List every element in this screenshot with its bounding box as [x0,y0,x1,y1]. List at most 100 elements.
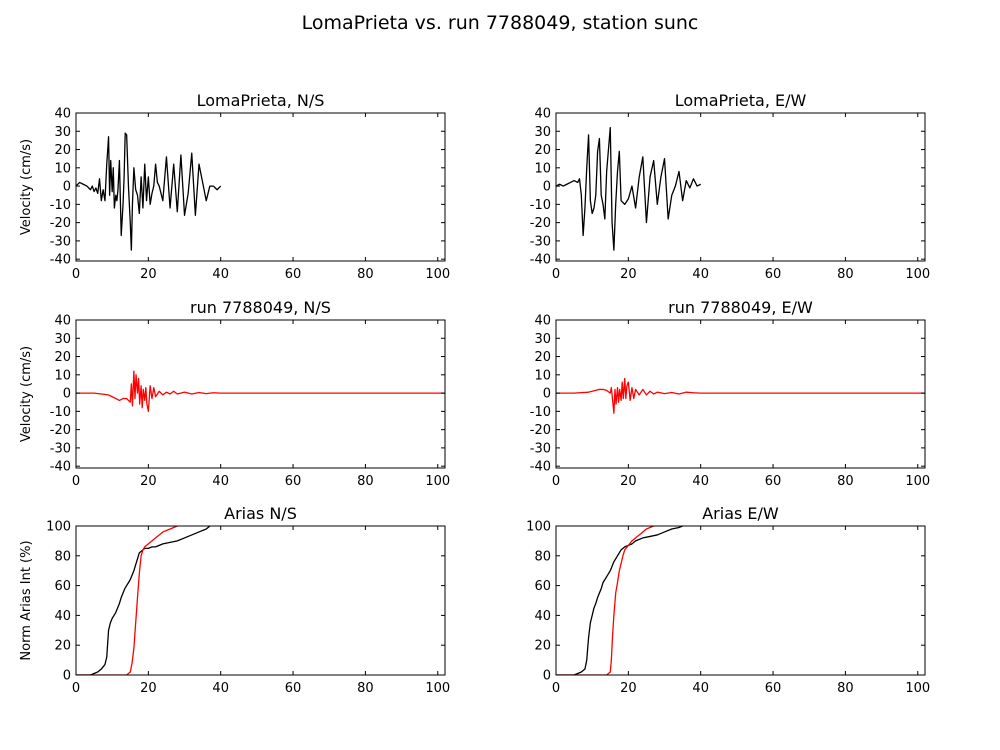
x-tick-label: 100 [425,267,450,282]
y-tick-label: -40 [50,253,71,268]
x-tick-label: 60 [285,681,302,696]
y-tick-label: 30 [54,332,71,347]
x-tick-label: 60 [765,267,782,282]
y-tick-label: 20 [54,143,71,158]
x-tick-label: 100 [425,681,450,696]
x-tick-label: 100 [905,474,930,489]
y-tick-label: 30 [534,332,551,347]
y-tick-label: -40 [530,253,551,268]
x-tick-label: 80 [837,267,854,282]
axes-frame [555,319,926,469]
y-tick-label: 0 [63,387,71,402]
y-tick-label: 10 [54,368,71,383]
y-tick-label: 0 [543,669,551,684]
y-tick-label: 80 [534,549,551,564]
y-tick-label: 40 [534,107,551,122]
y-tick-label: 40 [54,609,71,624]
x-tick-label: 100 [905,681,930,696]
y-tick-label: -10 [50,405,71,420]
subplot-5: 0 20 40 60 80 100 0 20 40 60 80 100 Arias N/S Norm Ar… [19,504,450,696]
y-tick-label: -10 [50,198,71,213]
subplot-title: Arias N/S [224,504,297,523]
y-tick-label: 60 [534,579,551,594]
y-tick-label: 40 [54,107,71,122]
y-tick-label: 10 [534,161,551,176]
y-tick-label: 40 [534,314,551,329]
y-tick-label: -40 [50,460,71,475]
x-tick-label: 20 [620,681,637,696]
axes-frame [555,525,926,676]
x-tick-label: 80 [357,267,374,282]
series-line-2 [556,526,654,675]
axes-frame [75,525,446,676]
x-tick-label: 80 [357,681,374,696]
x-tick-label: 60 [765,474,782,489]
axes-frame [555,112,926,262]
subplot-2: 0 20 40 60 80 100 -40 -30 -20 -10 0 10 20 30 40 LomaPri… [530,91,930,282]
y-tick-label: -10 [530,198,551,213]
series-line-1 [76,526,211,675]
y-axis-label: Velocity (cm/s) [19,346,34,442]
y-tick-label: 20 [534,143,551,158]
x-tick-label: 20 [620,267,637,282]
x-tick-label: 80 [837,681,854,696]
y-tick-label: 80 [54,549,71,564]
y-tick-label: -20 [530,216,551,231]
y-axis-label: Norm Arias Int (%) [19,540,34,660]
subplot-title: LomaPrieta, E/W [675,91,807,110]
subplot-6: 0 20 40 60 80 100 0 20 40 60 80 100 Arias E/W [526,504,930,696]
y-tick-label: 0 [63,669,71,684]
subplot-4: 0 20 40 60 80 100 -40 -30 -20 -10 0 10 20 30 40 run 778… [530,298,930,489]
x-tick-label: 60 [285,267,302,282]
x-tick-label: 40 [692,267,709,282]
y-tick-label: 20 [54,350,71,365]
series-line-1 [76,370,445,413]
x-tick-label: 0 [72,474,80,489]
x-tick-label: 0 [552,267,560,282]
x-tick-label: 40 [212,681,229,696]
y-tick-label: 100 [46,520,71,535]
y-tick-label: 20 [534,639,551,654]
y-tick-label: -30 [50,441,71,456]
y-axis-label: Velocity (cm/s) [19,139,34,235]
x-tick-label: 0 [552,474,560,489]
y-tick-label: 100 [526,520,551,535]
y-tick-label: 0 [63,180,71,195]
series-line-2 [76,526,178,675]
y-tick-label: 0 [543,387,551,402]
series-line-1 [556,377,925,414]
x-tick-label: 80 [837,474,854,489]
x-tick-label: 20 [140,267,157,282]
x-tick-label: 0 [72,267,80,282]
x-tick-label: 100 [425,474,450,489]
y-tick-label: -20 [50,423,71,438]
x-tick-label: 20 [620,474,637,489]
x-tick-label: 40 [212,474,229,489]
subplot-title: run 7788049, N/S [190,298,331,317]
subplot-1: 0 20 40 60 80 100 -40 -30 -20 -10 0 10 20 30 40 LomaPri… [19,91,450,282]
y-tick-label: 40 [54,314,71,329]
x-tick-label: 40 [692,474,709,489]
x-tick-label: 100 [905,267,930,282]
subplot-title: run 7788049, E/W [668,298,813,317]
y-tick-label: 20 [54,639,71,654]
x-tick-label: 40 [212,267,229,282]
y-tick-label: -20 [530,423,551,438]
y-tick-label: -40 [530,460,551,475]
y-tick-label: 0 [543,180,551,195]
y-tick-label: -20 [50,216,71,231]
x-tick-label: 60 [285,474,302,489]
y-tick-label: 40 [534,609,551,624]
series-line-1 [76,132,222,251]
series-line-1 [556,526,683,675]
axes-frame [75,112,446,262]
y-tick-label: 10 [534,368,551,383]
y-tick-label: 60 [54,579,71,594]
subplot-title: LomaPrieta, N/S [197,91,325,110]
x-tick-label: 80 [357,474,374,489]
figure-title: LomaPrieta vs. run 7788049, station sunc [302,12,699,34]
y-tick-label: -30 [530,234,551,249]
x-tick-label: 60 [765,681,782,696]
y-tick-label: -30 [50,234,71,249]
